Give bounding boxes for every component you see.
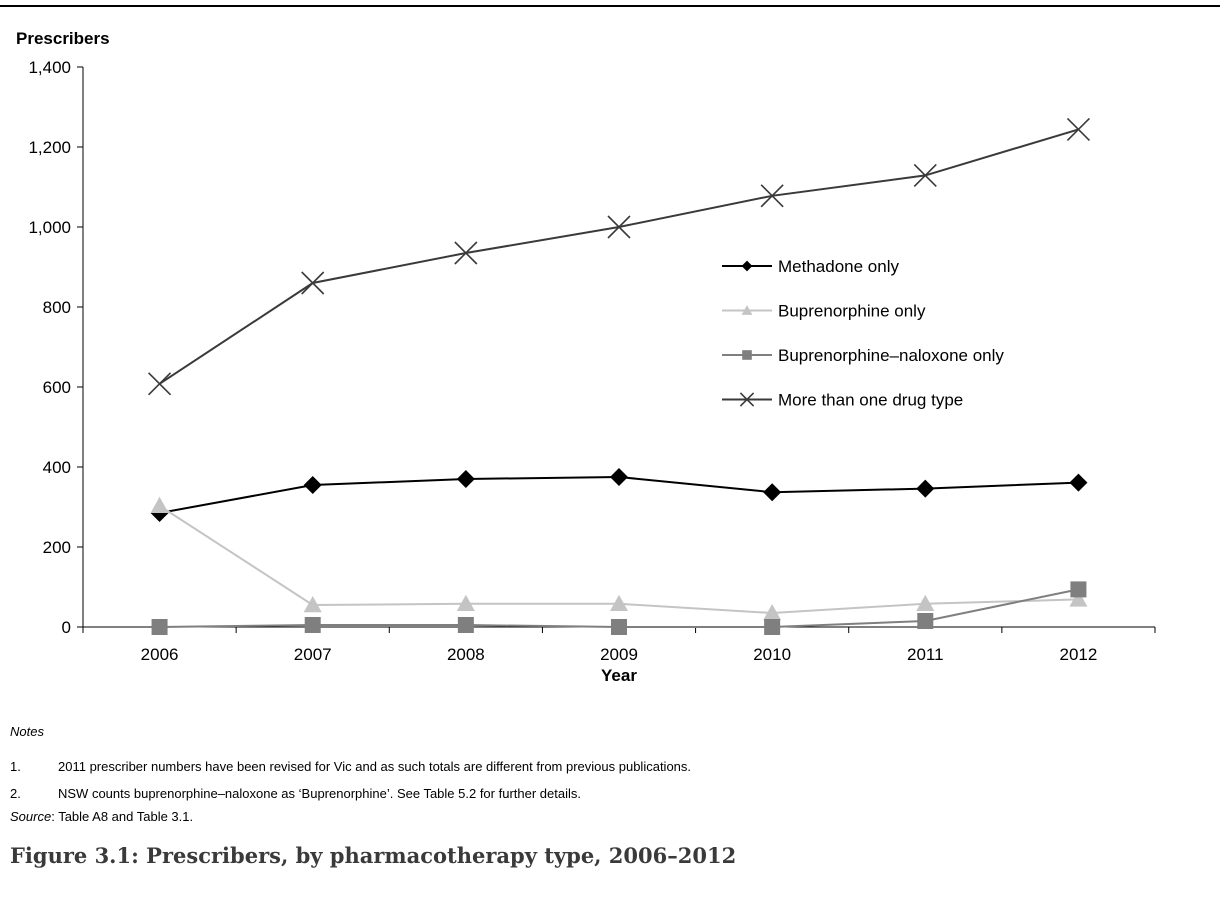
- note-item-2: 2. NSW counts buprenorphine–naloxone as ‘…: [10, 786, 581, 801]
- y-tick-label: 0: [62, 618, 71, 637]
- legend-label: Buprenorphine only: [778, 302, 926, 321]
- x-marker-stroke: [301, 271, 325, 295]
- x-marker-stroke: [607, 215, 631, 239]
- y-tick-label: 200: [43, 538, 71, 557]
- note-text: 2011 prescriber numbers have been revise…: [58, 759, 692, 774]
- series-1: [150, 496, 1088, 621]
- figure-title: Figure 3.1: Prescribers, by pharmacother…: [10, 843, 737, 868]
- legend-swatch-marker: [741, 260, 753, 272]
- data-point: [1069, 590, 1088, 607]
- legend: Methadone only Buprenorphine only Buprenor…: [722, 257, 1004, 410]
- data-point: [456, 470, 475, 488]
- y-tick-label: 400: [43, 458, 71, 477]
- data-point: [913, 163, 937, 187]
- x-tick-label: 2006: [141, 645, 179, 664]
- data-point: [916, 479, 935, 498]
- data-point: [607, 215, 631, 239]
- data-point: [763, 483, 782, 502]
- data-point: [611, 619, 627, 635]
- notes-heading-text: Notes: [10, 724, 44, 739]
- data-point: [303, 476, 322, 494]
- legend-label: Methadone only: [778, 257, 899, 276]
- note-item-1: 1. 2011 prescriber numbers have been revi…: [10, 759, 691, 774]
- data-point: [457, 617, 474, 633]
- series-0: [150, 468, 1088, 522]
- x-tick-label: 2010: [753, 645, 791, 664]
- axes: 0 200 400 600 800 1,000 1,200 1,400 2006 2007 2008…: [16, 29, 1156, 685]
- x-marker-stroke: [1066, 117, 1090, 141]
- x-marker-stroke: [148, 372, 172, 396]
- legend-item: Methadone only: [722, 257, 899, 276]
- x-marker-stroke: [739, 392, 755, 407]
- source-text: : Table A8 and Table 3.1.: [51, 809, 194, 824]
- y-axis-title: Prescribers: [16, 29, 110, 48]
- series-2: [151, 581, 1087, 635]
- data-point: [763, 604, 782, 621]
- note-number: 2.: [10, 786, 21, 801]
- data-point: [148, 372, 172, 396]
- source-label: Source: [10, 809, 52, 824]
- x-marker-stroke: [454, 241, 478, 265]
- data-point: [917, 613, 934, 629]
- line-chart: 0 200 400 600 800 1,000 1,200 1,400 2006 2007 2008…: [16, 29, 1156, 685]
- data-point: [1066, 117, 1090, 141]
- data-point: [304, 617, 321, 633]
- x-marker-stroke: [760, 184, 784, 208]
- data-point: [150, 496, 169, 513]
- data-point: [301, 271, 325, 295]
- x-axis-title: Year: [601, 666, 637, 685]
- note-number: 1.: [10, 759, 21, 774]
- data-point: [610, 468, 628, 486]
- legend-item: More than one drug type: [722, 391, 963, 410]
- y-tick-label: 800: [43, 298, 71, 317]
- x-tick-label: 2007: [294, 645, 332, 664]
- data-point: [454, 241, 478, 265]
- note-text: NSW counts buprenorphine–naloxone as ‘Bu…: [58, 786, 581, 801]
- data-point: [456, 594, 475, 611]
- data-point: [610, 594, 628, 611]
- data-point: [1070, 581, 1087, 598]
- data-point: [760, 184, 784, 208]
- data-point: [151, 619, 168, 635]
- source-line: Source: Table A8 and Table 3.1.: [10, 809, 193, 824]
- legend-label: Buprenorphine–naloxone only: [778, 346, 1004, 365]
- data-point: [764, 619, 781, 635]
- y-tick-label: 1,400: [28, 58, 71, 77]
- x-tick-label: 2011: [907, 645, 944, 664]
- series-3: [148, 117, 1090, 396]
- data-point: [916, 594, 935, 611]
- y-tick-label: 1,200: [28, 138, 71, 157]
- series-layer: [148, 117, 1090, 635]
- data-point: [303, 596, 322, 613]
- x-tick-label: 2009: [600, 645, 638, 664]
- x-tick-label: 2008: [447, 645, 485, 664]
- legend-swatch-marker: [741, 305, 753, 315]
- data-point: [1069, 473, 1088, 492]
- legend-item: Buprenorphine only: [722, 302, 926, 321]
- x-tick-label: 2012: [1060, 645, 1098, 664]
- top-rule: [0, 5, 1220, 7]
- y-tick-label: 1,000: [28, 218, 71, 237]
- x-marker-stroke: [913, 163, 937, 187]
- y-tick-label: 600: [43, 378, 71, 397]
- notes-heading: Notes: [10, 724, 44, 739]
- legend-swatch-marker: [739, 392, 755, 407]
- legend-swatch-marker: [742, 350, 752, 360]
- legend-item: Buprenorphine–naloxone only: [722, 346, 1004, 365]
- legend-label: More than one drug type: [778, 391, 963, 410]
